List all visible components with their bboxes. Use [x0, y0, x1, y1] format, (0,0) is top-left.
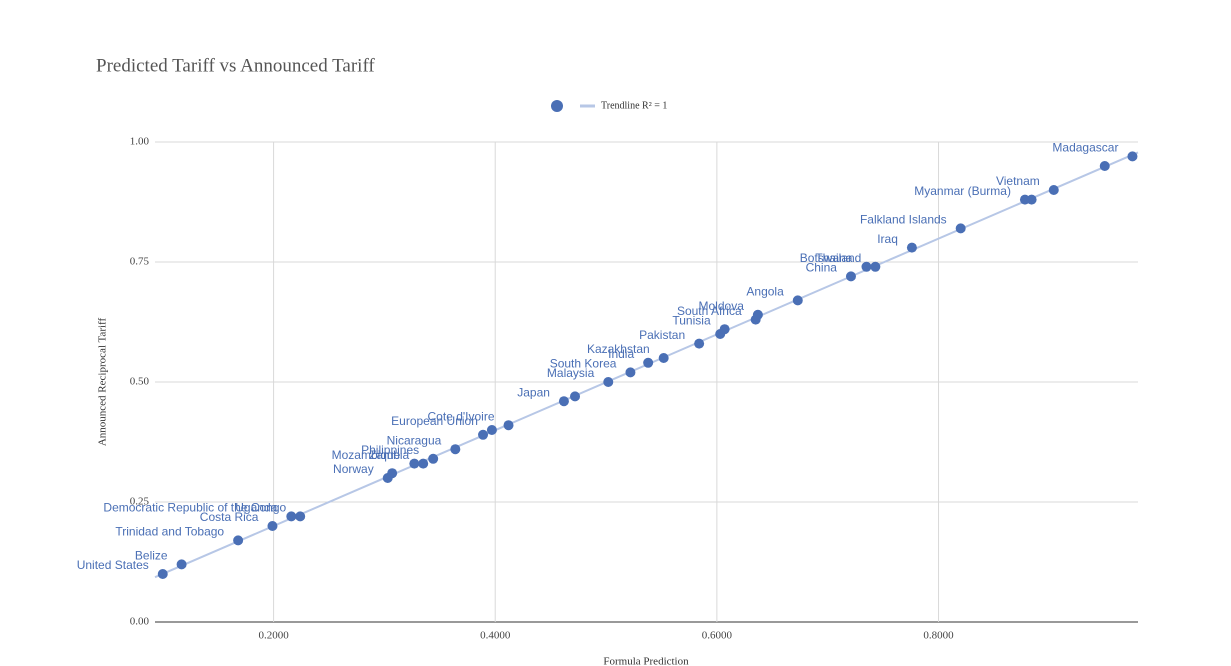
point: [1026, 194, 1037, 205]
point: [870, 261, 881, 272]
point: [719, 324, 730, 335]
point-label: Botswana: [800, 251, 853, 265]
point: [603, 377, 614, 387]
point: [428, 453, 439, 464]
point-label: Cote d'Ivoire: [428, 409, 495, 423]
point: [387, 468, 398, 479]
point: [694, 338, 705, 349]
point: [1048, 185, 1059, 195]
y-tick-label: 0.75: [130, 256, 150, 268]
point-label: Belize: [135, 549, 168, 563]
point-label: Zambia: [369, 448, 409, 462]
point-label: Uganda: [235, 501, 277, 515]
point-label: Japan: [517, 385, 550, 399]
point: [558, 396, 569, 407]
point-label: Nicaragua: [387, 433, 442, 447]
x-tick-label: 0.4000: [480, 630, 511, 642]
point: [486, 425, 497, 435]
point: [955, 223, 966, 234]
point-label: Madagascar: [1052, 141, 1118, 155]
point-label: Costa Rica: [200, 510, 259, 524]
point-label: Vietnam: [996, 174, 1040, 188]
point: [409, 458, 420, 469]
point-label: Myanmar (Burma): [914, 184, 1011, 198]
y-tick-label: 1.00: [130, 136, 150, 148]
point-label: China: [806, 261, 838, 275]
point: [233, 535, 244, 546]
point: [906, 242, 917, 253]
point: [157, 569, 168, 579]
point: [267, 521, 278, 531]
point: [450, 444, 461, 455]
point-label: Norway: [333, 462, 374, 476]
point: [792, 295, 803, 306]
point: [625, 367, 636, 378]
y-tick-label: 0.00: [130, 616, 150, 628]
legend-marker: [551, 100, 563, 112]
point-label: India: [608, 347, 634, 361]
point: [503, 420, 514, 431]
point: [658, 353, 669, 363]
point: [752, 309, 763, 320]
point: [295, 511, 306, 522]
point-label: Falkland Islands: [860, 213, 947, 227]
y-tick-label: 0.25: [130, 496, 150, 508]
point-label: European Union: [391, 414, 478, 428]
x-axis-label: Formula Prediction: [603, 656, 689, 666]
chart-title: Predicted Tariff vs Announced Tariff: [96, 55, 375, 76]
point-label: Tunisia: [672, 313, 711, 327]
point-label: Pakistan: [639, 328, 685, 342]
point-label: Iraq: [877, 232, 898, 246]
point-label: South Africa: [677, 304, 742, 318]
point: [861, 261, 872, 272]
point: [286, 511, 297, 522]
point-label: South Korea: [550, 357, 617, 371]
point: [1127, 151, 1138, 162]
point: [845, 271, 856, 282]
point: [176, 559, 187, 570]
point: [478, 429, 489, 440]
point: [643, 357, 654, 368]
point-label: Angola: [746, 285, 784, 299]
x-tick-label: 0.6000: [702, 630, 733, 642]
y-tick-label: 0.50: [130, 376, 150, 388]
legend-label: Trendline R² = 1: [601, 100, 667, 111]
y-axis-label: Announced Reciprocal Tariff: [97, 318, 109, 447]
point: [418, 458, 429, 469]
point-label: United States: [77, 558, 149, 572]
point-label: Democratic Republic of the Congo: [103, 501, 286, 515]
point-label: Trinidad and Tobago: [115, 525, 224, 539]
point-label: Mozambique: [332, 448, 401, 462]
point-label: Kazakhstan: [587, 342, 650, 356]
point-label: Moldova: [699, 299, 745, 313]
point-label: Thailand: [815, 251, 861, 265]
point: [570, 391, 581, 402]
point-label: Malaysia: [547, 366, 595, 380]
x-tick-label: 0.2000: [258, 630, 289, 642]
point-label: Philippines: [361, 443, 419, 457]
x-tick-label: 0.8000: [923, 630, 954, 642]
point: [1099, 161, 1110, 171]
